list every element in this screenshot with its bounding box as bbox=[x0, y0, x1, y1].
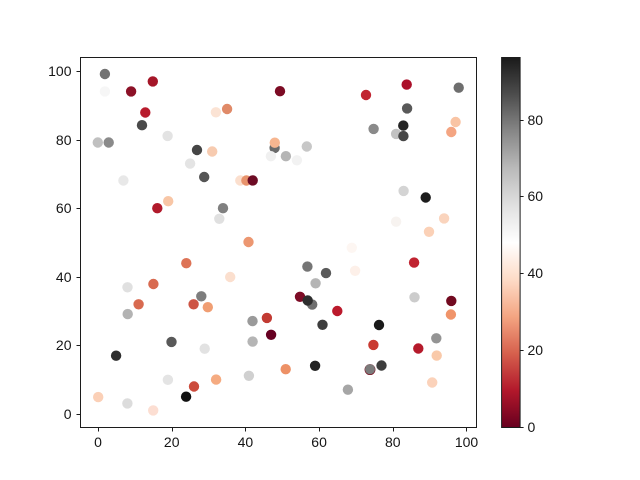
svg-text:80: 80 bbox=[56, 132, 72, 148]
svg-text:100: 100 bbox=[455, 434, 479, 450]
svg-text:0: 0 bbox=[64, 406, 72, 422]
svg-text:60: 60 bbox=[528, 188, 544, 204]
svg-text:60: 60 bbox=[311, 434, 327, 450]
svg-text:40: 40 bbox=[238, 434, 254, 450]
svg-text:20: 20 bbox=[528, 342, 544, 358]
svg-text:40: 40 bbox=[56, 269, 72, 285]
svg-text:0: 0 bbox=[94, 434, 102, 450]
svg-text:20: 20 bbox=[56, 337, 72, 353]
svg-text:60: 60 bbox=[56, 200, 72, 216]
svg-text:80: 80 bbox=[528, 112, 544, 128]
svg-text:0: 0 bbox=[528, 419, 536, 435]
svg-text:100: 100 bbox=[48, 63, 72, 79]
svg-text:80: 80 bbox=[385, 434, 401, 450]
svg-text:40: 40 bbox=[528, 265, 544, 281]
svg-text:20: 20 bbox=[164, 434, 180, 450]
